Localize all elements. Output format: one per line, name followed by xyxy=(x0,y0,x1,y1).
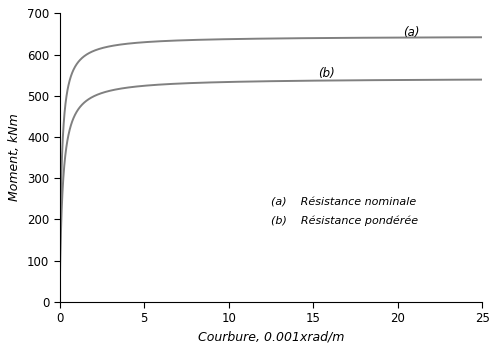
Y-axis label: Moment, kNm: Moment, kNm xyxy=(8,114,21,201)
Text: (a)    Résistance nominale
(b)    Résistance pondérée: (a) Résistance nominale (b) Résistance p… xyxy=(271,198,418,226)
Text: (b): (b) xyxy=(318,67,335,80)
Text: (a): (a) xyxy=(403,26,419,39)
X-axis label: Courbure, 0.001xrad/m: Courbure, 0.001xrad/m xyxy=(198,331,344,344)
